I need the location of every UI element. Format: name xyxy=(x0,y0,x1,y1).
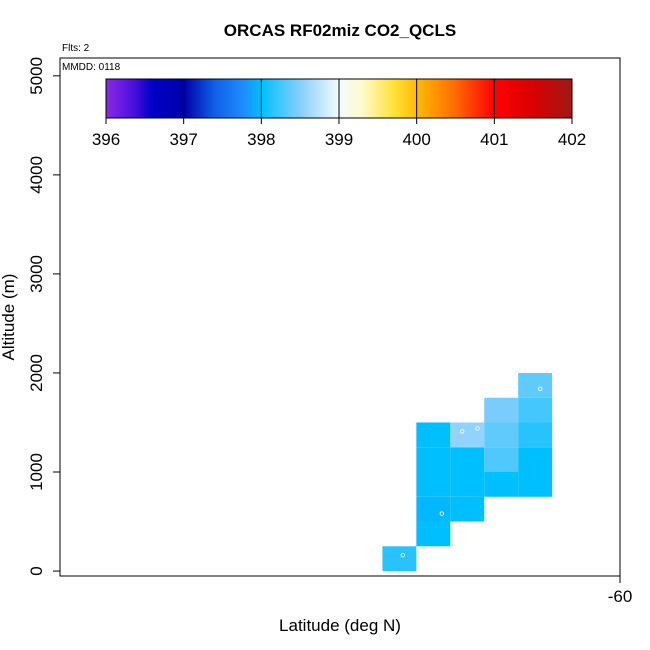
heatmap-cell xyxy=(484,422,519,448)
x-axis-label: Latitude (deg N) xyxy=(279,616,401,635)
heatmap-cell xyxy=(416,447,451,473)
heatmap-cell xyxy=(518,422,553,448)
colorbar-tick-label: 401 xyxy=(480,130,508,149)
colorbar-tick-label: 397 xyxy=(169,130,197,149)
heatmap-cell xyxy=(450,447,485,473)
y-axis-label: Altitude (m) xyxy=(0,274,18,361)
y-tick-label: 0 xyxy=(27,566,46,575)
plot-frame xyxy=(59,57,621,577)
sample-point xyxy=(555,472,560,478)
sample-point xyxy=(538,386,543,392)
heatmap-cell xyxy=(518,397,553,423)
y-tick-label: 1000 xyxy=(27,453,46,491)
heatmap-cell xyxy=(450,472,485,497)
y-axis: 0 1000 2000 3000 4000 5000 xyxy=(27,57,60,576)
heatmap-cell xyxy=(484,447,519,473)
sample-point xyxy=(475,426,480,431)
date-label: MMDD: 0118 xyxy=(62,62,121,73)
colorbar-tick-label: 400 xyxy=(402,130,430,149)
heatmap-cell xyxy=(518,447,553,473)
x-axis: -60 xyxy=(608,576,633,606)
heatmap-cell xyxy=(484,472,519,497)
heatmap-cell xyxy=(416,521,451,547)
colorbar-tick-label: 396 xyxy=(92,130,120,149)
sample-points xyxy=(400,386,560,558)
sample-point xyxy=(400,553,405,558)
sample-point xyxy=(439,511,445,516)
heatmap-cell xyxy=(382,546,417,572)
heatmap-cell xyxy=(416,422,451,448)
y-tick-label: 4000 xyxy=(27,156,46,194)
flights-label: Flts: 2 xyxy=(62,43,90,54)
y-tick-label: 3000 xyxy=(27,255,46,293)
y-tick-label: 5000 xyxy=(27,57,46,95)
heatmap-cell xyxy=(416,472,451,497)
chart-title: ORCAS RF02miz CO2_QCLS xyxy=(224,21,456,40)
y-tick-label: 2000 xyxy=(27,354,46,392)
heatmap-cell xyxy=(518,472,553,497)
colorbar-tick-label: 402 xyxy=(558,130,586,149)
heatmap-cells xyxy=(382,372,553,572)
heatmap-cell xyxy=(484,397,519,423)
sample-point xyxy=(459,429,465,434)
heatmap-cell xyxy=(416,496,451,522)
colorbar-ticks: 396 397 398 399 400 401 402 xyxy=(92,79,586,149)
colorbar-tick-label: 399 xyxy=(325,130,353,149)
x-tick-label: -60 xyxy=(608,587,633,606)
heatmap-cell xyxy=(450,422,485,448)
colorbar-tick-label: 398 xyxy=(247,130,275,149)
heatmap-cell xyxy=(450,496,485,522)
heatmap-cell xyxy=(518,372,553,398)
